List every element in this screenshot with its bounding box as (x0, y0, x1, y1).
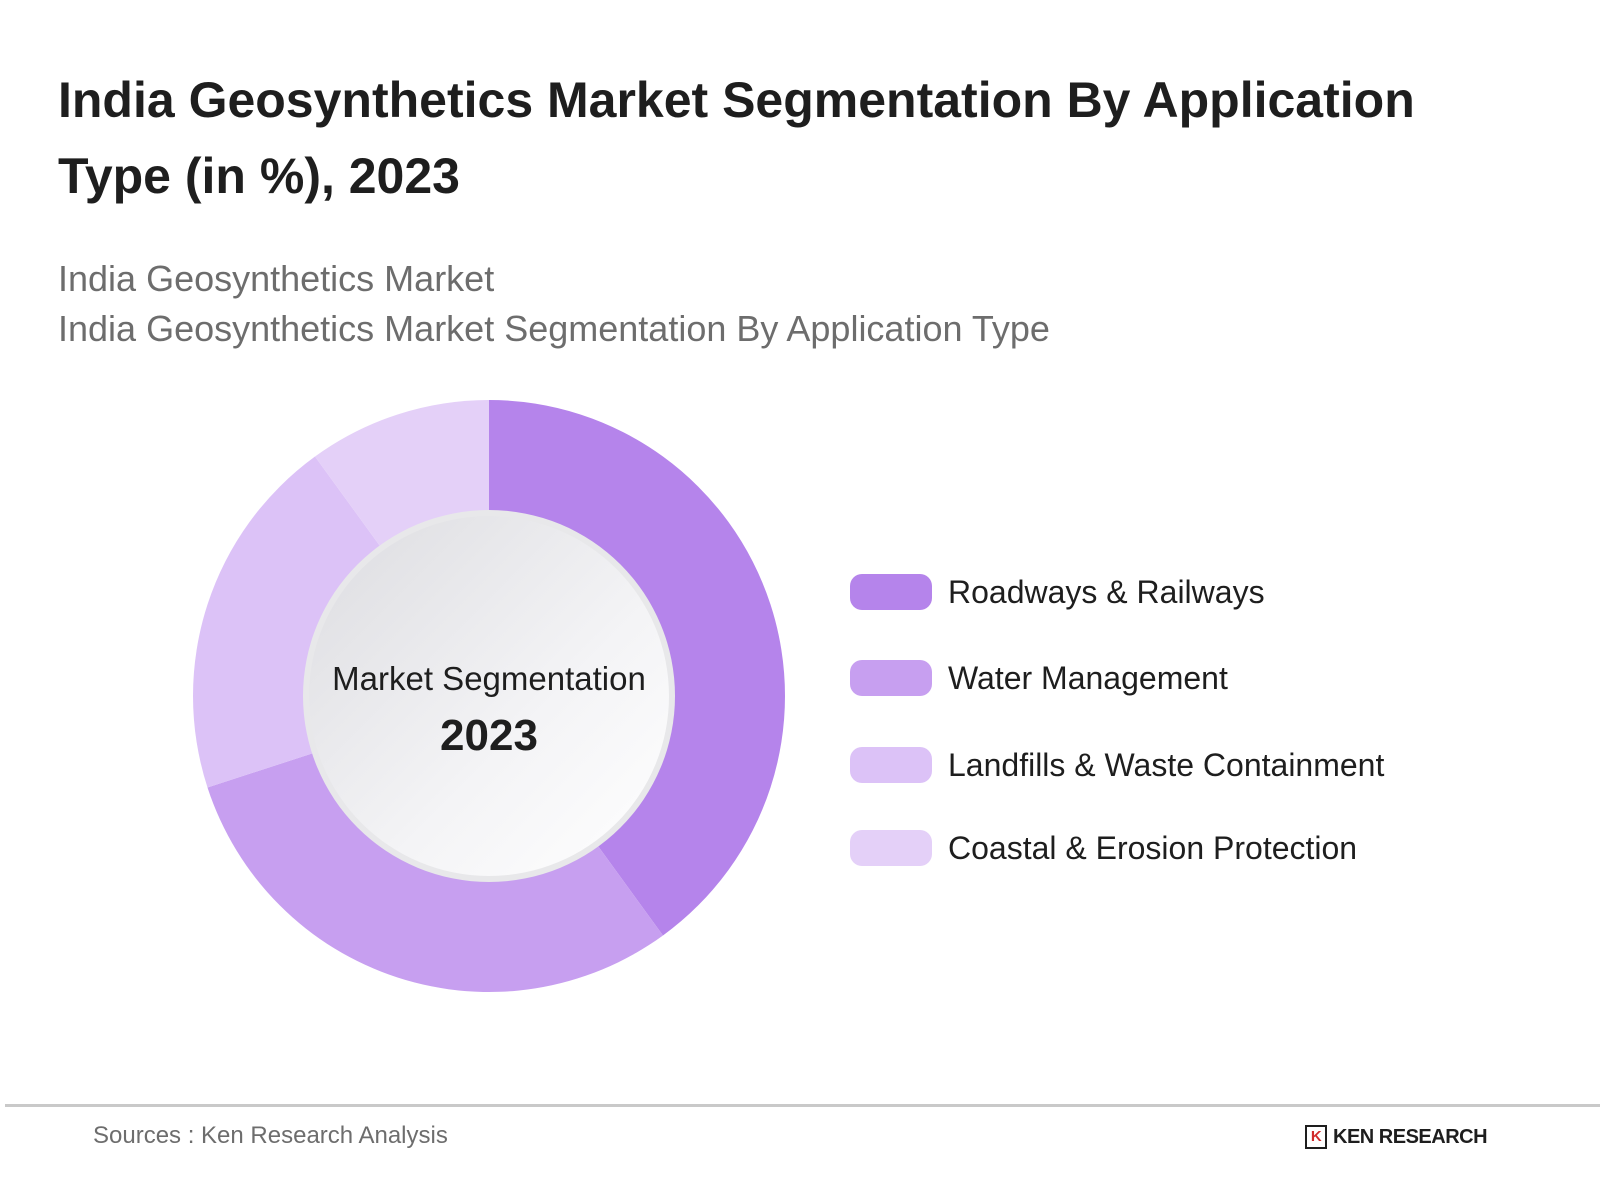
center-label: Market Segmentation (332, 660, 646, 697)
logo-text: KEN RESEARCH (1333, 1125, 1488, 1148)
legend-label: Landfills & Waste Containment (948, 746, 1385, 783)
ken-research-logo: K KEN RESEARCH (1305, 1125, 1488, 1149)
legend-item: Water Management (850, 660, 1228, 696)
legend-item: Roadways & Railways (850, 574, 1265, 610)
subtitle-market: India Geosynthetics Market (58, 258, 495, 299)
legend-swatch (850, 574, 932, 610)
legend-swatch (850, 660, 932, 696)
center-year: 2023 (440, 711, 538, 760)
legend-label: Coastal & Erosion Protection (948, 829, 1358, 866)
subtitle-segmentation: India Geosynthetics Market Segmentation … (58, 308, 1050, 349)
sources-note: Sources : Ken Research Analysis (93, 1122, 448, 1149)
legend-label: Water Management (948, 659, 1228, 696)
legend-item: Landfills & Waste Containment (850, 747, 1384, 783)
legend-label: Roadways & Railways (948, 573, 1265, 610)
legend-item: Coastal & Erosion Protection (850, 830, 1357, 866)
center-disc (309, 516, 669, 876)
legend-swatch (850, 747, 932, 783)
legend-swatch (850, 830, 932, 866)
logo-mark-icon: K (1305, 1125, 1327, 1149)
footer-divider (5, 1104, 1600, 1107)
chart-title: India Geosynthetics Market Segmentation … (58, 72, 1415, 204)
